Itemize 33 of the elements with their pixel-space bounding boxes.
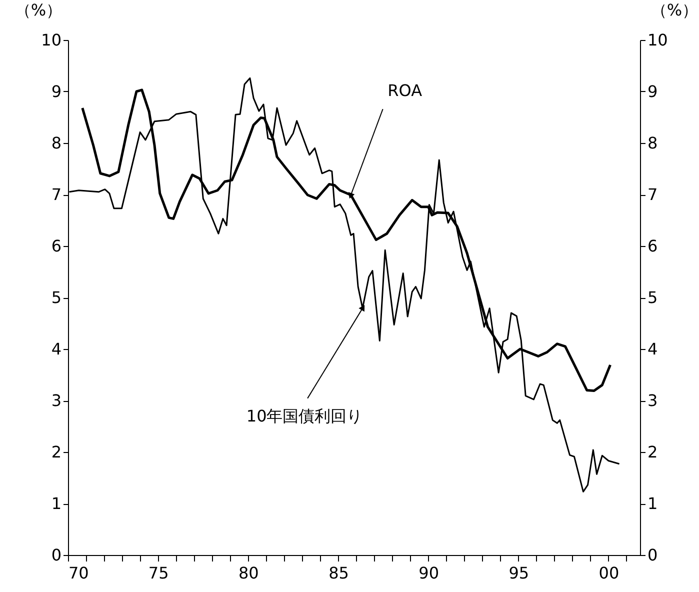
y-tick-label: 1 xyxy=(51,494,62,513)
y2-tick-label: 6 xyxy=(648,236,658,256)
y-tick-label: 10 xyxy=(41,30,62,50)
y-tick-label: 6 xyxy=(51,236,62,256)
y2-tick-label: 10 xyxy=(648,30,668,50)
x-tick-label: 75 xyxy=(148,564,169,582)
x-tick-label: 90 xyxy=(418,564,439,582)
y-tick-label: 7 xyxy=(51,185,62,204)
y2-tick-label: 3 xyxy=(648,391,658,410)
annotation: ROA xyxy=(388,81,422,100)
x-tick-label: 95 xyxy=(508,564,530,582)
y-axis-title: （%） xyxy=(14,0,62,20)
x-tick-label: 85 xyxy=(328,564,349,582)
y2-tick-label: 9 xyxy=(648,82,658,101)
y2-axis-title: （%） xyxy=(650,0,698,20)
y2-tick-label: 0 xyxy=(648,546,658,564)
y-tick-label: 3 xyxy=(51,391,62,410)
y-tick-label: 5 xyxy=(51,288,62,307)
y-tick-label: 4 xyxy=(51,340,62,358)
x-tick-label: 80 xyxy=(238,564,259,582)
x-tick-label: 70 xyxy=(68,564,89,582)
y-tick-label: 9 xyxy=(51,82,62,101)
y2-tick-label: 5 xyxy=(648,288,658,307)
y-tick-label: 8 xyxy=(51,134,62,152)
y2-tick-label: 2 xyxy=(648,442,658,462)
y2-tick-label: 7 xyxy=(648,185,658,204)
annotation: 10年国債利回り xyxy=(246,406,363,426)
y-tick-label: 0 xyxy=(51,546,62,564)
y2-tick-label: 8 xyxy=(648,134,658,152)
y-tick-label: 2 xyxy=(51,442,62,462)
x-tick-label: 00 xyxy=(598,564,620,582)
y2-tick-label: 4 xyxy=(648,340,658,358)
y2-tick-label: 1 xyxy=(648,494,658,513)
